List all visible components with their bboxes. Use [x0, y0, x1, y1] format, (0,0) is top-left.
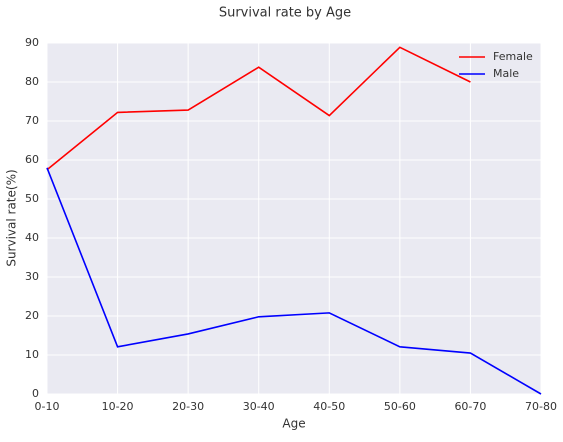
x-tick-label: 60-70 [454, 400, 486, 413]
x-axis-label: Age [282, 417, 305, 431]
y-tick-label: 30 [25, 270, 39, 283]
y-tick-label: 80 [25, 75, 39, 88]
x-tick-label: 20-30 [172, 400, 204, 413]
legend-label: Male [493, 67, 519, 80]
chart-title: Survival rate by Age [219, 6, 351, 21]
y-tick-label: 70 [25, 114, 39, 127]
y-tick-label: 40 [25, 231, 39, 244]
y-tick-label: 20 [25, 309, 39, 322]
y-tick-label: 10 [25, 348, 39, 361]
series-line [46, 46, 471, 171]
x-tick-label: 30-40 [243, 400, 275, 413]
y-tick-label: 60 [25, 153, 39, 166]
plot-area [47, 43, 541, 394]
x-tick-label: 10-20 [102, 400, 134, 413]
x-tick-label: 70-80 [525, 400, 557, 413]
x-tick-label: 50-60 [384, 400, 416, 413]
y-tick-label: 0 [32, 387, 39, 400]
series-line [46, 167, 542, 395]
y-axis-label: Survival rate(%) [5, 169, 19, 266]
y-tick-label: 90 [25, 36, 39, 49]
x-tick-label: 0-10 [35, 400, 60, 413]
x-tick-label: 40-50 [313, 400, 345, 413]
y-tick-label: 50 [25, 192, 39, 205]
legend-label: Female [493, 50, 533, 63]
